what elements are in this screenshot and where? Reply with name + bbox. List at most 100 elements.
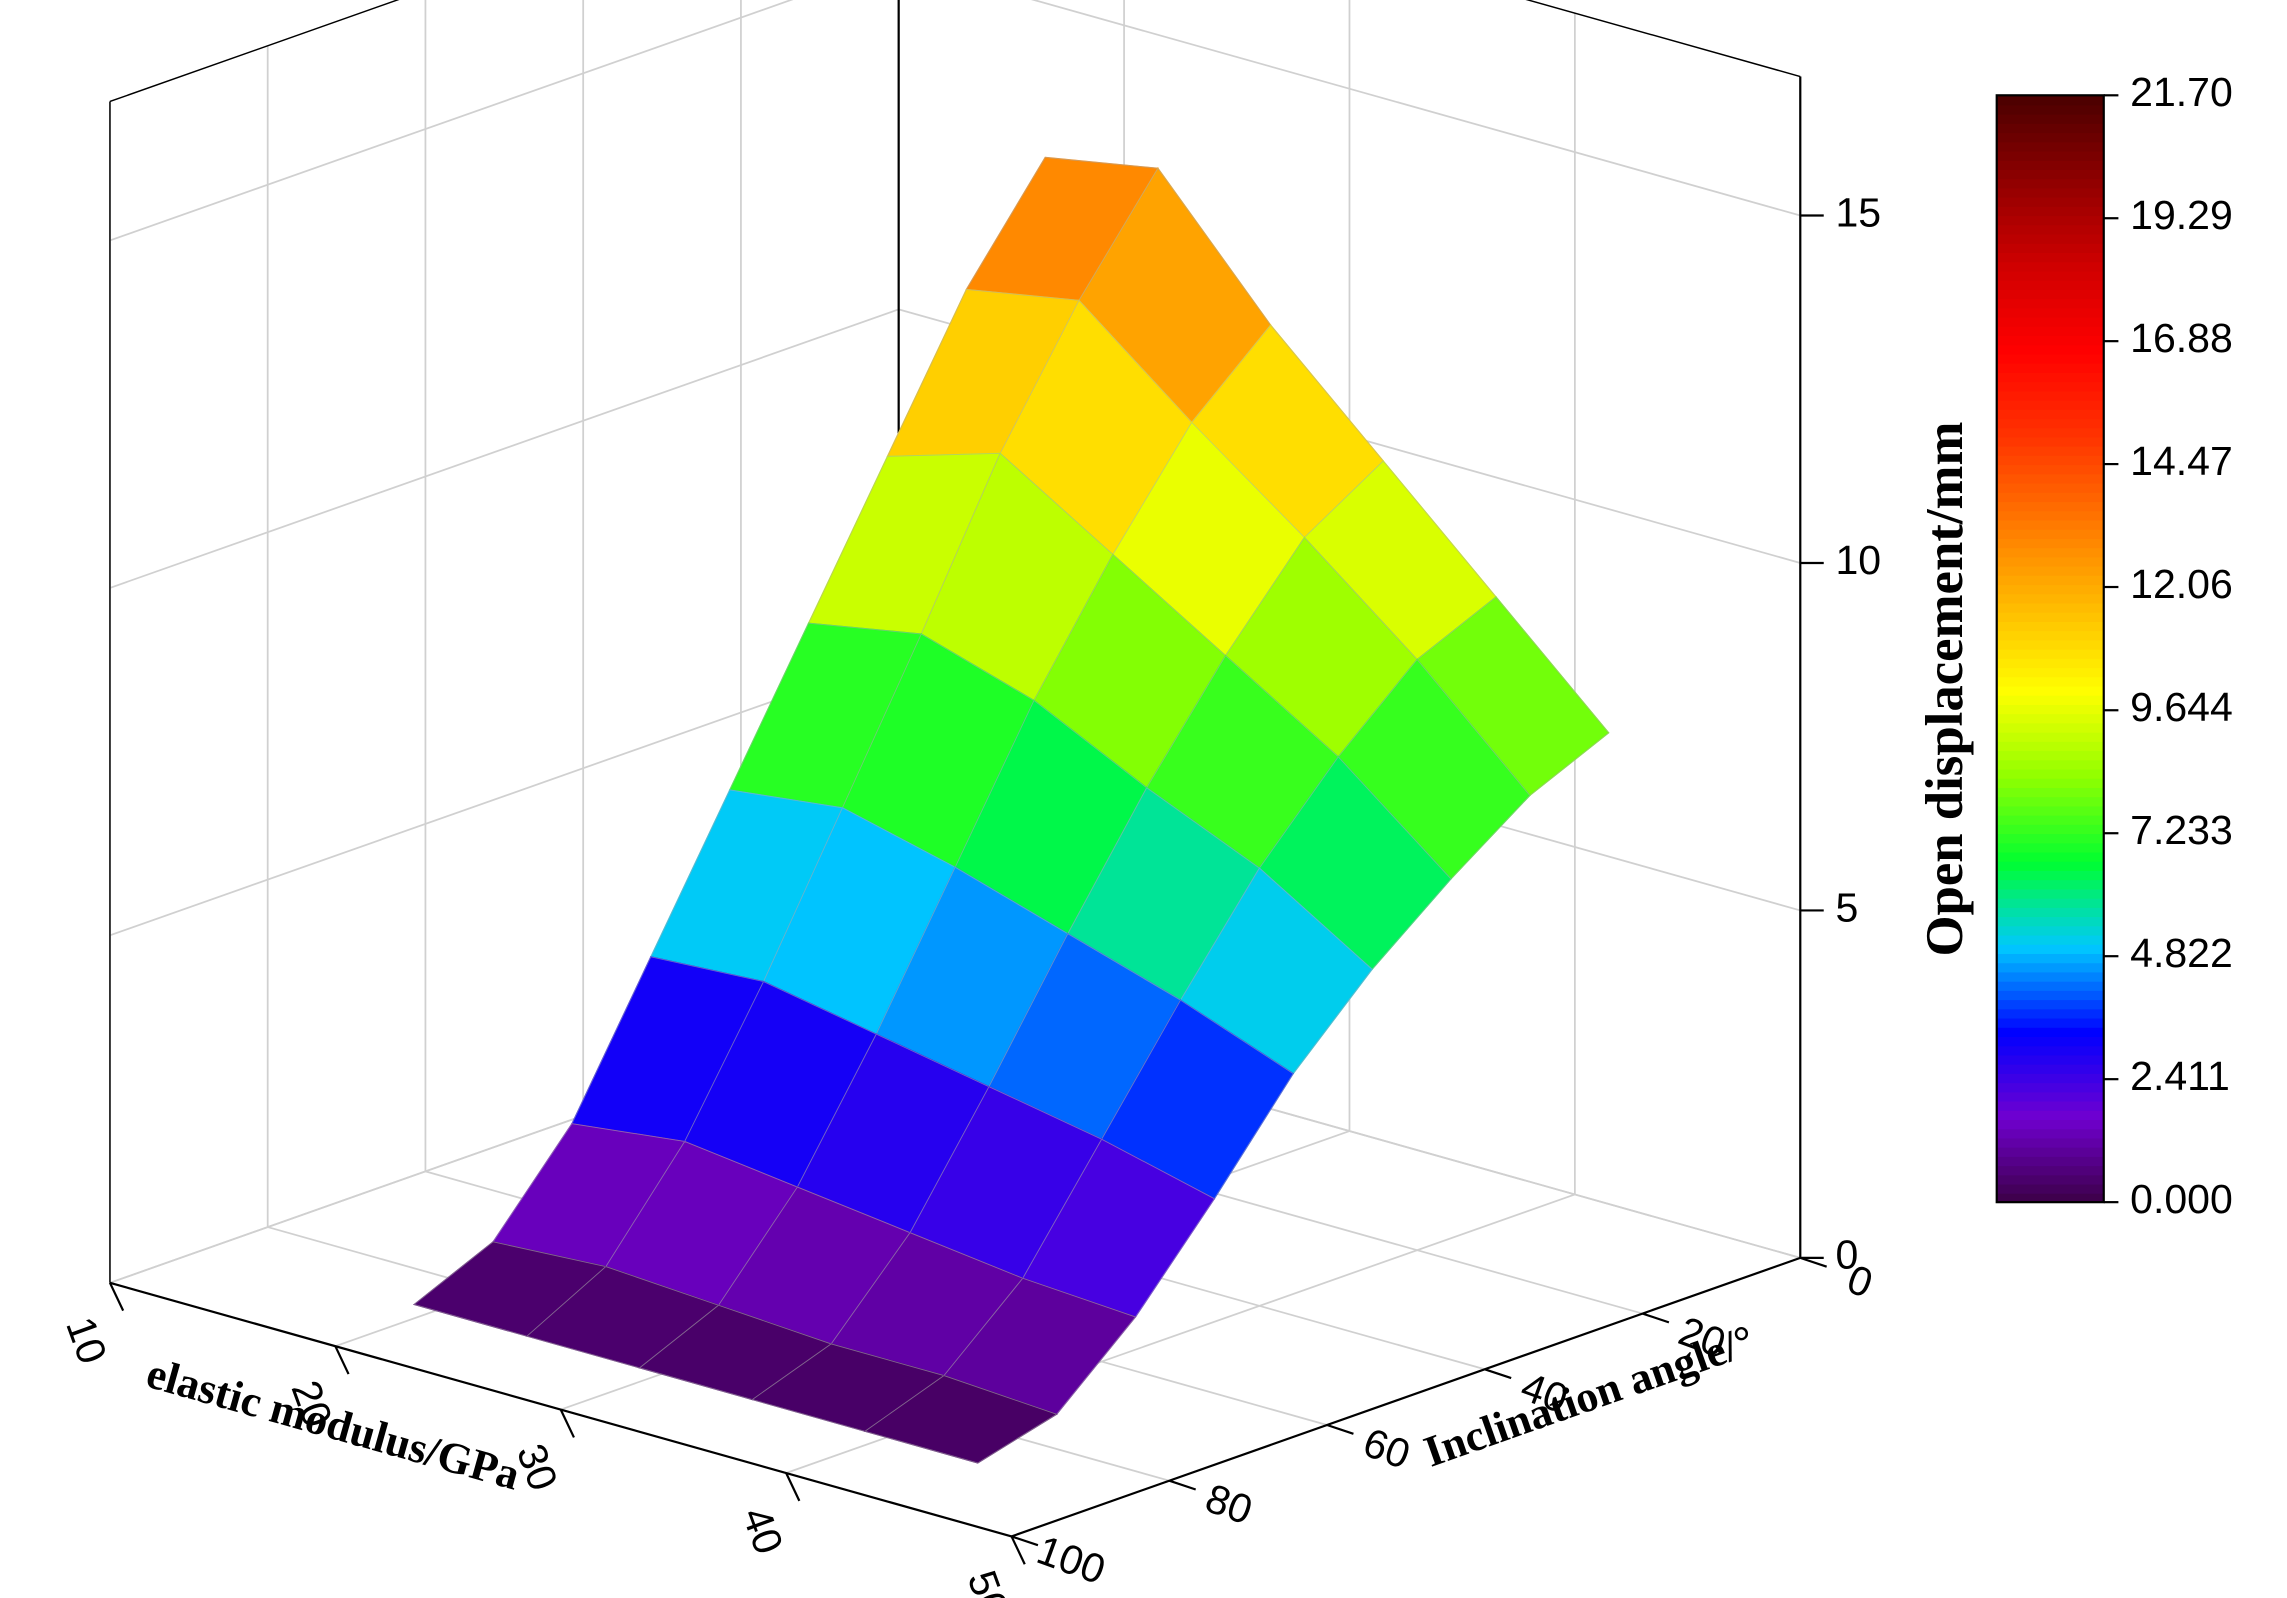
y-axis-line <box>1011 1256 1801 1538</box>
colorbar-band <box>1996 676 2104 687</box>
colorbar-band <box>1996 565 2104 576</box>
colorbar-band <box>1996 934 2104 945</box>
colorbar-band <box>1996 519 2104 530</box>
grid-line <box>1030 0 1801 217</box>
surface-mesh <box>864 1375 1058 1464</box>
grid-line <box>109 308 899 589</box>
colorbar-band <box>1996 408 2104 420</box>
box-edge <box>1525 0 1801 78</box>
colorbar-band <box>1996 95 2104 106</box>
colorbar-band <box>1996 501 2104 512</box>
colorbar-band <box>1996 141 2104 152</box>
colorbar-band <box>1996 242 2104 253</box>
colorbar-band <box>1996 1192 2104 1204</box>
colorbar-band <box>1996 999 2104 1010</box>
colorbar-band <box>1996 1063 2104 1074</box>
x-tick <box>1010 1535 1026 1565</box>
colorbar-band <box>1996 805 2104 816</box>
colorbar-band <box>1996 418 2104 429</box>
colorbar-band <box>1996 602 2104 613</box>
colorbar-band <box>1996 713 2104 724</box>
colorbar-band <box>1996 787 2104 798</box>
colorbar-band <box>1996 344 2104 355</box>
colorbar-band <box>1996 823 2104 835</box>
colorbar-band <box>1996 215 2104 226</box>
z-tick-label: 10 <box>1835 537 1881 583</box>
colorbar-band <box>1996 104 2104 115</box>
colorbar-band <box>1996 584 2104 595</box>
colorbar-band <box>1996 390 2104 401</box>
colorbar-band <box>1996 325 2104 337</box>
colorbar-band <box>1996 694 2104 705</box>
colorbar-tick-label: 0.000 <box>2130 1176 2233 1222</box>
colorbar-band <box>1996 639 2104 650</box>
colorbar-band <box>1996 897 2104 908</box>
z-tick-label: 0 <box>1835 1232 1858 1278</box>
colorbar-band <box>1996 750 2104 761</box>
grid-line <box>109 655 899 937</box>
colorbar-band <box>1996 113 2104 124</box>
colorbar-band <box>1996 510 2104 521</box>
colorbar-band <box>1996 169 2104 180</box>
colorbar-band <box>1996 547 2104 558</box>
colorbar-tick-label: 2.411 <box>2130 1053 2230 1099</box>
colorbar-band <box>1996 427 2104 438</box>
colorbar-frame <box>1995 94 2105 1204</box>
x-tick <box>334 1345 350 1375</box>
y-tick <box>1326 1423 1354 1435</box>
colorbar-band <box>1996 1054 2104 1065</box>
y-tick <box>1642 1312 1670 1324</box>
colorbar-band <box>1996 722 2104 733</box>
colorbar-band <box>1996 768 2104 779</box>
colorbar-tick-label: 14.47 <box>2130 438 2233 484</box>
colorbar-band <box>1996 482 2104 493</box>
colorbar-band <box>1996 491 2104 503</box>
y-tick-label: 100 <box>1031 1527 1111 1594</box>
x-tick-label: 40 <box>733 1501 792 1560</box>
colorbar-band <box>1996 1156 2104 1167</box>
colorbar-tick-label: 16.88 <box>2130 315 2233 361</box>
y-tick <box>1484 1368 1512 1380</box>
colorbar-band <box>1996 455 2104 466</box>
y-axis-title: Inclination angle/° <box>1418 1315 1761 1476</box>
colorbar-band <box>1996 528 2104 539</box>
colorbar-band <box>1996 704 2104 715</box>
box-edge <box>109 0 400 103</box>
colorbar-band <box>1996 621 2104 632</box>
colorbar-tick-label: 4.822 <box>2130 930 2233 976</box>
colorbar-band <box>1996 648 2104 659</box>
colorbar-band <box>1996 1128 2104 1139</box>
colorbar-tick-label: 19.29 <box>2130 192 2233 238</box>
colorbar-layer: 0.000 2.411 4.822 7.233 9.644 12.06 14.47 16.88… <box>1995 69 2233 1222</box>
grid-line <box>109 0 794 242</box>
colorbar-band <box>1996 1026 2104 1038</box>
colorbar-band <box>1996 777 2104 788</box>
colorbar-band <box>1996 473 2104 484</box>
colorbar-band <box>1996 150 2104 161</box>
colorbar-tick-label: 21.70 <box>2130 69 2233 115</box>
z-tick-label: 5 <box>1835 884 1858 930</box>
colorbar-band <box>1996 205 2104 217</box>
colorbar-band <box>1996 759 2104 770</box>
colorbar-band <box>1996 1045 2104 1056</box>
colorbar-band <box>1996 159 2104 170</box>
colorbar-band <box>1996 362 2104 373</box>
colorbar-band <box>1996 870 2104 881</box>
colorbar-band <box>1996 833 2104 844</box>
x-tick-label: 10 <box>57 1311 116 1370</box>
colorbar-tick-label: 12.06 <box>2130 561 2233 607</box>
colorbar-band <box>1996 1165 2104 1176</box>
colorbar-band <box>1996 630 2104 641</box>
y-tick-label: 80 <box>1200 1475 1259 1534</box>
colorbar-band <box>1996 1109 2104 1121</box>
colorbar-band <box>1996 842 2104 853</box>
colorbar-tick-label: 7.233 <box>2130 807 2233 853</box>
y-tick <box>1168 1479 1197 1491</box>
colorbar-band <box>1996 372 2104 383</box>
colorbar-band <box>1996 132 2104 143</box>
y-tick <box>1799 1256 1828 1268</box>
colorbar-band <box>1996 916 2104 927</box>
colorbar-band <box>1996 611 2104 622</box>
colorbar-band <box>1996 1017 2104 1028</box>
